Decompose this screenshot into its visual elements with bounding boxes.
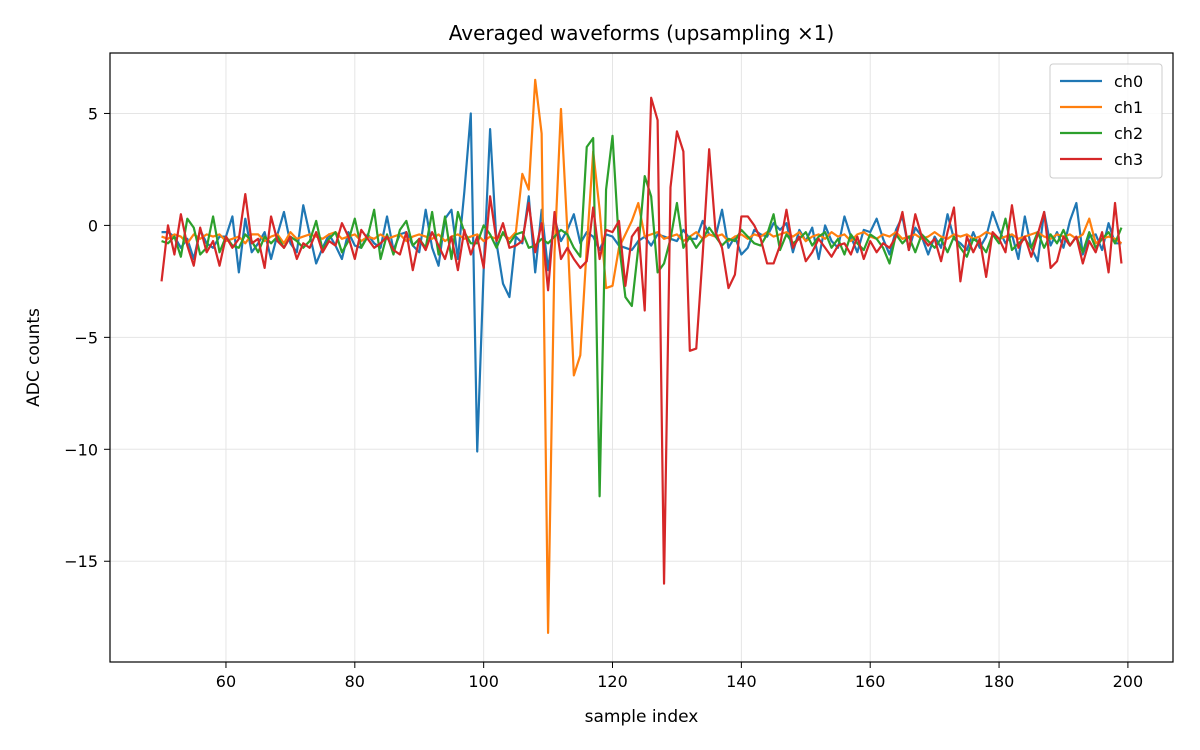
legend-label-ch0: ch0 [1114,72,1143,91]
legend-label-ch3: ch3 [1114,150,1143,169]
grid [110,53,1173,662]
y-tick-label: 0 [88,216,98,235]
axis-ticks: 60 80 100 120 140 160 180 200 5 0 −5 −10 −15 [64,104,1143,691]
y-tick-label: 5 [88,104,98,123]
plot-frame [109,52,1174,663]
x-tick-label: 140 [726,672,757,691]
x-tick-label: 200 [1113,672,1144,691]
x-tick-label: 80 [345,672,365,691]
x-tick-label: 180 [984,672,1015,691]
y-tick-label: −5 [74,328,98,347]
y-tick-label: −10 [64,440,98,459]
y-axis-label: ADC counts [24,308,44,407]
y-tick-label: −15 [64,552,98,571]
series-lines [160,78,1123,634]
x-tick-label: 120 [597,672,628,691]
plot-background [110,53,1173,662]
x-tick-label: 100 [468,672,499,691]
legend-box [1049,63,1163,179]
series-line-ch3 [160,96,1123,585]
x-axis-label: sample index [585,707,699,727]
x-tick-label: 160 [855,672,886,691]
series-line-ch2 [161,134,1123,498]
legend-label-ch1: ch1 [1114,98,1143,117]
legend: ch0 ch1 ch2 ch3 [1049,63,1163,179]
legend-label-ch2: ch2 [1114,124,1143,143]
x-tick-label: 60 [216,672,236,691]
chart-title: Averaged waveforms (upsampling ×1) [449,21,835,45]
